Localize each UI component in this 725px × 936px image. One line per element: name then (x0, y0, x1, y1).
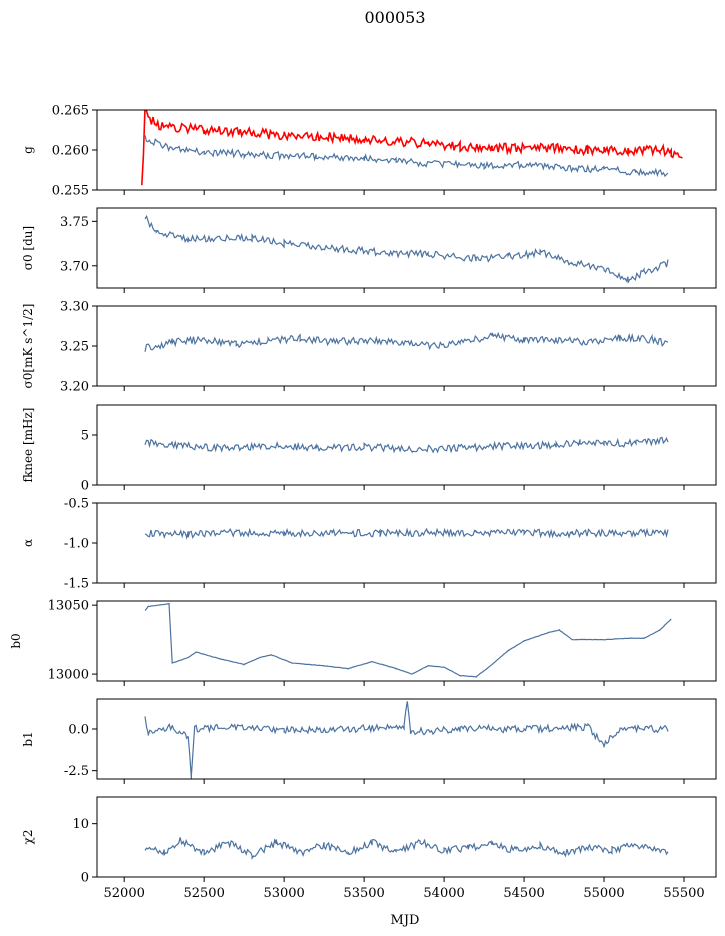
panel-g: 0.265 0.260 0.255 g (21, 104, 717, 199)
y-tick-label: 3.20 (60, 380, 89, 395)
axes-frame (96, 207, 717, 289)
y-axis-label: σ0 [du] (21, 226, 35, 270)
series-line-0 (144, 602, 672, 678)
x-tick-label: 53000 (263, 886, 304, 901)
y-tick-label: -1.5 (64, 577, 89, 592)
series-line-0 (144, 214, 669, 283)
y-axis-label: b0 (9, 633, 23, 648)
axes-frame (96, 502, 717, 584)
y-tick-label: 10 (72, 817, 89, 832)
panel-sigma0-mk: 3.30 3.25 3.20 σ0[mK s^1/2] (21, 300, 717, 395)
panel-b1: 0.0 -2.5 b1 (21, 698, 717, 784)
axes-frame (96, 109, 717, 191)
y-tick-label: 0.265 (52, 104, 89, 119)
series-line-0 (144, 331, 669, 352)
series-line-0 (144, 837, 669, 860)
y-tick-label: 3.25 (60, 340, 89, 355)
y-axis-label: α (21, 539, 35, 547)
y-tick-label: 3.70 (60, 259, 89, 274)
y-axis-label: σ0[mK s^1/2] (21, 304, 35, 389)
y-tick-label: 13000 (48, 668, 89, 683)
axes-frame (96, 404, 717, 486)
x-axis-label: MJD (391, 913, 420, 928)
panel-chi2: 10 0 χ2 (21, 796, 717, 886)
x-tick-label: 54000 (423, 886, 464, 901)
series-line-1 (144, 135, 669, 178)
x-tick-label: 55500 (663, 886, 704, 901)
y-tick-label: 0.260 (52, 144, 89, 159)
x-tick-label: 54500 (503, 886, 544, 901)
y-tick-label: 3.75 (60, 215, 89, 230)
x-tick-label: 55000 (583, 886, 624, 901)
y-tick-label: 5 (81, 429, 89, 444)
y-tick-label: 13050 (48, 599, 89, 614)
y-tick-label: 0 (81, 871, 89, 886)
x-tick-label: 53500 (343, 886, 384, 901)
y-tick-label: 0.0 (68, 723, 89, 738)
y-tick-label: -0.5 (64, 497, 89, 512)
axes-frame (96, 698, 717, 780)
panel-b0: 13050 13000 b0 (9, 599, 717, 686)
panel-sigma0-du: 3.75 3.70 σ0 [du] (21, 207, 717, 293)
series-line-0 (144, 527, 669, 540)
y-tick-label: -2.5 (64, 764, 89, 779)
series-line-0 (144, 701, 669, 779)
x-tick-label: 52500 (183, 886, 224, 901)
y-axis-label: g (21, 146, 35, 154)
series-line-0 (144, 436, 669, 454)
y-axis-label: fknee [mHz] (21, 408, 35, 483)
y-tick-label: 0.255 (52, 184, 89, 199)
y-axis-label: χ2 (21, 830, 35, 845)
axes-frame (96, 305, 717, 387)
y-tick-label: 0 (81, 479, 89, 494)
figure-title: 000053 (364, 8, 425, 27)
panel-fknee: 5 0 fknee [mHz] (21, 404, 717, 494)
y-tick-label: -1.0 (64, 537, 89, 552)
y-axis-label: b1 (21, 731, 35, 746)
x-tick-label: 52000 (104, 886, 145, 901)
axes-frame (96, 796, 717, 878)
axes-frame (96, 600, 717, 682)
panel-alpha: -0.5 -1.0 -1.5 α (21, 497, 717, 592)
y-tick-label: 3.30 (60, 300, 89, 315)
series-line-0 (141, 110, 683, 186)
